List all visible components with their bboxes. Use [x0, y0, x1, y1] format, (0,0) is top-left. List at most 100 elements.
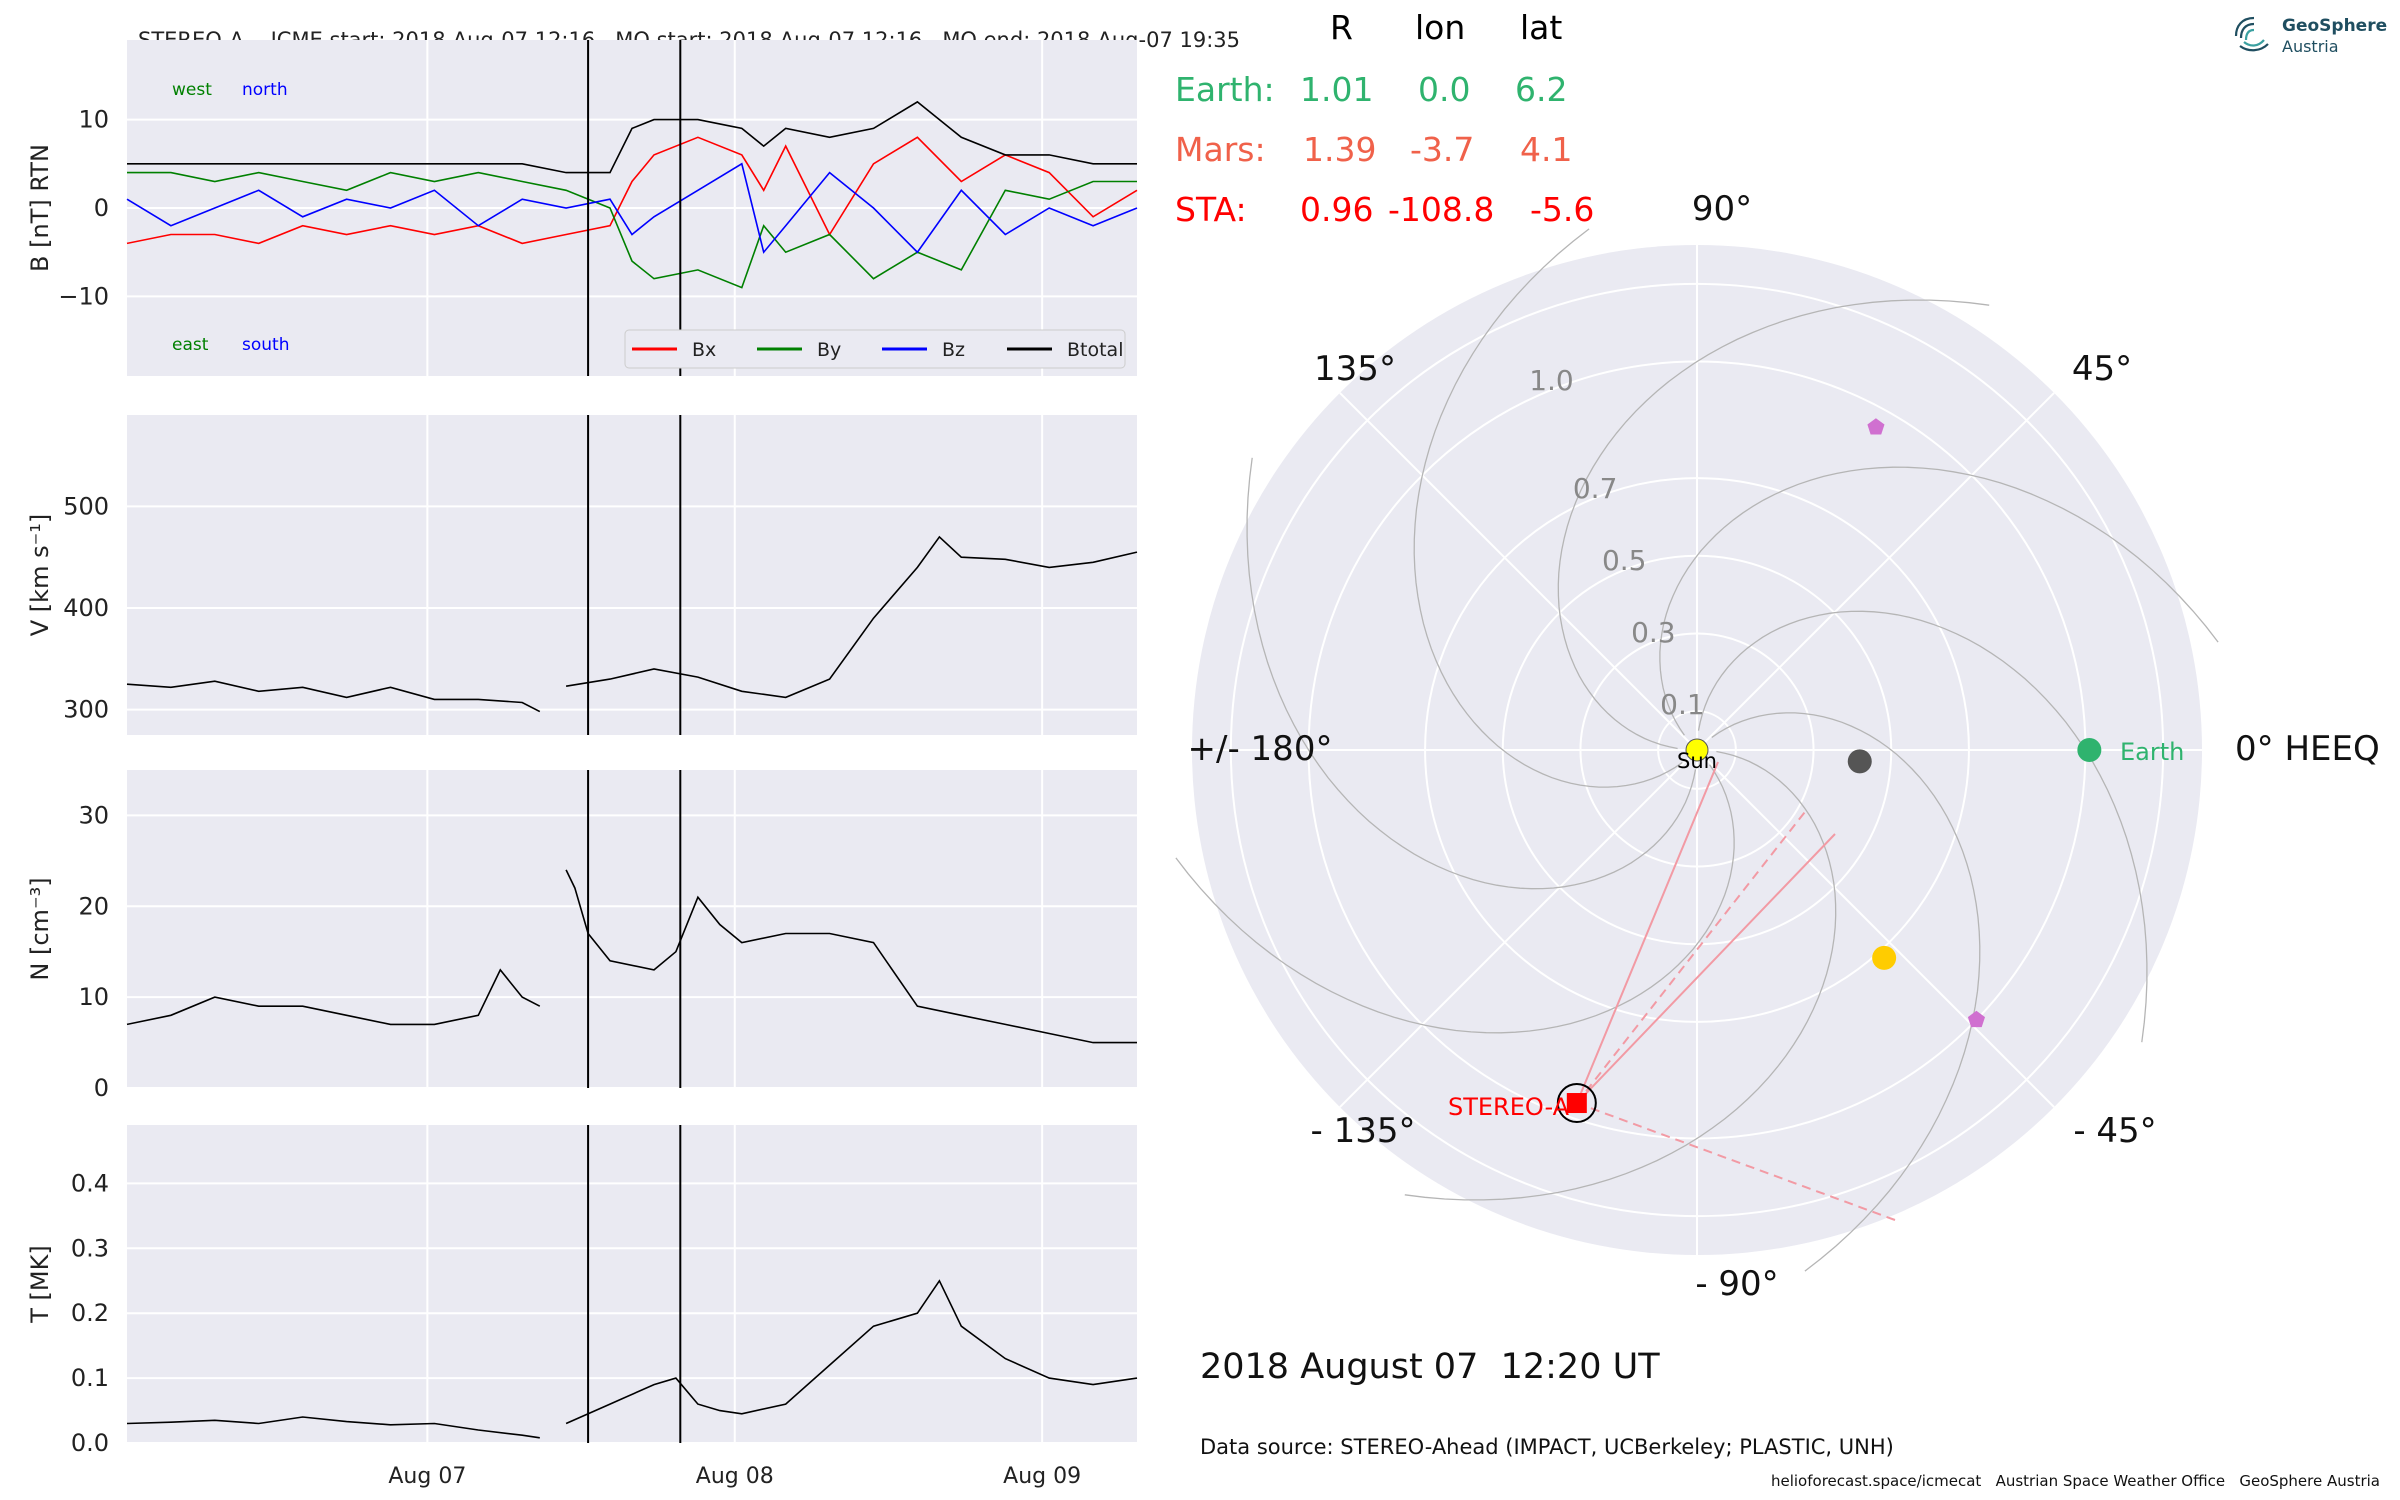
- y-tick-label: 0.2: [71, 1299, 109, 1327]
- y-tick-label: 20: [78, 892, 109, 920]
- stereo-a-marker: [1566, 1093, 1587, 1114]
- y-tick-label: 30: [78, 801, 109, 829]
- panel-2: 500 400 300 V [km s⁻¹]: [26, 415, 1138, 735]
- logo-name: GeoSphere: [2282, 16, 2388, 36]
- series-line-n: [126, 968, 541, 1026]
- annotation-south: south: [242, 335, 289, 355]
- data-source: Data source: STEREO-Ahead (IMPACT, UCBer…: [1200, 1435, 1894, 1459]
- x-tick-label: Aug 09: [1003, 1464, 1081, 1489]
- panel-3: 30 20 10 0 N [cm⁻³]: [26, 770, 1137, 1102]
- parker-spiral: [1557, 299, 1990, 750]
- fov-line: [1576, 833, 1836, 1104]
- psp-marker: [1867, 418, 1885, 435]
- polar-spoke: [1339, 392, 1698, 751]
- parker-spiral: [1659, 466, 2219, 736]
- y-tick-label: 300: [63, 696, 109, 724]
- radius-label: 1.0: [1529, 364, 1574, 397]
- radius-label: 0.1: [1660, 688, 1705, 721]
- panel-4: 0.4 0.3 0.2 0.1 0.0 T [MK] Aug 07 Aug 08 Aug 09: [26, 1125, 1138, 1489]
- y-axis-label: V [km s⁻¹]: [26, 514, 54, 636]
- sta-lon-value: -108.8: [1388, 190, 1495, 229]
- angle-label: 0° HEEQ: [2235, 729, 2380, 769]
- venus-marker: [1872, 945, 1897, 970]
- angle-label: - 45°: [2073, 1111, 2156, 1151]
- parker-spiral: [1711, 712, 1981, 1272]
- panel-background: [127, 770, 1137, 1088]
- plot-datetime: 2018 August 07 12:20 UT: [1200, 1347, 1660, 1387]
- legend: Bx By Bz Btotal: [624, 329, 1126, 369]
- sta-lat-value: -5.6: [1530, 190, 1595, 229]
- x-tick-label: Aug 07: [388, 1464, 466, 1489]
- panel-background: [127, 1125, 1137, 1443]
- parker-spiral: [1246, 457, 1697, 890]
- y-tick-label: 0: [94, 1074, 109, 1102]
- mars-row-label: Mars:: [1175, 130, 1266, 169]
- footer-credits: helioforecast.space/icmecat Austrian Spa…: [1770, 1472, 2380, 1490]
- parker-spiral: [1175, 764, 1735, 1034]
- annotation-north: north: [242, 80, 288, 100]
- angle-label: 45°: [2072, 349, 2132, 389]
- y-axis-label: B [nT] RTN: [26, 144, 54, 272]
- table-header-r: R: [1330, 8, 1353, 47]
- geosphere-logo: GeoSphere Austria: [2230, 12, 2387, 62]
- stereo-a-label: STEREO-A: [1448, 1093, 1570, 1121]
- sun-marker: [1685, 738, 1709, 762]
- parker-spiral: [1404, 750, 1837, 1201]
- y-tick-label: 0.3: [71, 1234, 109, 1262]
- parker-spiral: [1413, 228, 1683, 788]
- table-header-lat: lat: [1520, 8, 1563, 47]
- angle-label: 90°: [1692, 189, 1752, 229]
- y-tick-label: 0: [94, 194, 109, 222]
- earth-row-label: Earth:: [1175, 70, 1275, 109]
- stereo-a-ring: [1556, 1083, 1597, 1124]
- panel-background: [127, 415, 1137, 735]
- polar-ring: [1424, 477, 1970, 1023]
- fov-dashed-line: [1576, 807, 1809, 1104]
- mercury-marker: [1847, 749, 1872, 774]
- fov-line: [1575, 761, 1719, 1104]
- series-line-n2: [565, 869, 1137, 1044]
- annotation-east: east: [172, 335, 209, 355]
- sta-row-label: STA:: [1175, 190, 1247, 229]
- x-tick-label: Aug 08: [696, 1464, 774, 1489]
- angle-label: - 90°: [1695, 1264, 1778, 1304]
- y-tick-label: 10: [78, 983, 109, 1011]
- radius-label: 0.5: [1602, 544, 1647, 577]
- table-header-lon: lon: [1415, 8, 1466, 47]
- earth-label: Earth: [2120, 738, 2184, 766]
- y-axis-label: T [MK]: [26, 1245, 54, 1323]
- polar-spoke: [1339, 749, 1698, 1108]
- radius-label: 0.3: [1631, 616, 1676, 649]
- y-tick-label: 0.0: [71, 1429, 109, 1457]
- y-tick-label: −10: [58, 282, 109, 310]
- mars-lat-value: 4.1: [1520, 130, 1573, 169]
- annotation-west: west: [172, 80, 212, 100]
- angle-label: - 135°: [1311, 1111, 1416, 1151]
- legend-label: Btotal: [1067, 339, 1123, 361]
- polar-spoke: [1696, 392, 2055, 751]
- bepicolombo-marker: [1967, 1010, 1985, 1028]
- series-line-bx: [126, 136, 1138, 245]
- series-line-v2: [565, 535, 1138, 699]
- geosphere-logo-icon: [2234, 16, 2269, 52]
- polar-spoke: [1696, 749, 2055, 1108]
- radius-label: 0.7: [1573, 472, 1618, 505]
- angle-label: +/- 180°: [1188, 729, 1333, 769]
- mars-lon-value: -3.7: [1410, 130, 1475, 169]
- y-tick-label: 400: [63, 594, 109, 622]
- series-line-v: [126, 680, 541, 713]
- y-tick-label: 10: [78, 106, 109, 134]
- series-line-bz: [126, 162, 1138, 254]
- y-tick-label: 0.1: [71, 1364, 109, 1392]
- earth-r-value: 1.01: [1300, 70, 1374, 109]
- y-tick-label: 0.4: [71, 1169, 109, 1197]
- series-line-by: [127, 171, 1137, 289]
- earth-lat-value: 6.2: [1515, 70, 1568, 109]
- earth-marker: [2077, 738, 2102, 762]
- polar-ring: [1657, 710, 1737, 790]
- panel-1: 10 0 −10B [nT] RTN west north east south Bx By Bz…: [26, 40, 1138, 376]
- legend-label: Bx: [692, 339, 716, 361]
